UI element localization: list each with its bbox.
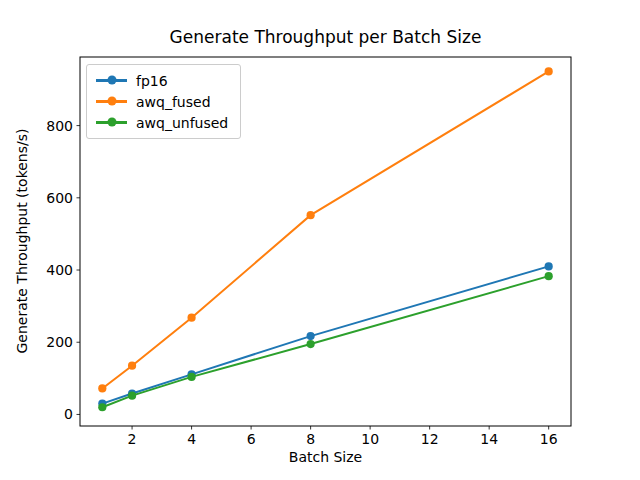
y-tick-label: 400 [46, 262, 73, 278]
x-tick-label: 16 [540, 431, 558, 447]
data-point-fp16 [545, 262, 553, 270]
x-tick-label: 6 [247, 431, 256, 447]
x-tick-label: 12 [421, 431, 439, 447]
y-tick-label: 0 [64, 406, 73, 422]
data-point-awq_unfused [98, 403, 106, 411]
y-tick-label: 600 [46, 190, 73, 206]
data-point-awq_fused [98, 384, 106, 392]
data-point-awq_fused [545, 67, 553, 75]
legend-item-awq_fused: awq_fused [96, 91, 228, 112]
legend-label: awq_fused [136, 95, 211, 109]
data-point-fp16 [307, 332, 315, 340]
legend-marker-icon [107, 118, 116, 127]
x-tick-label: 14 [480, 431, 498, 447]
legend: fp16 awq_fused awq_unfused [86, 64, 241, 139]
y-tick-label: 200 [46, 334, 73, 350]
series-line-awq_unfused [102, 276, 548, 407]
y-axis-label: Generate Throughput (tokens/s) [14, 129, 30, 354]
x-axis-label: Batch Size [80, 449, 571, 465]
legend-item-awq_unfused: awq_unfused [96, 112, 228, 133]
figure: 2 4 6 8 10 12 14 16 0 200 400 600 800 Generate Throu… [0, 0, 640, 480]
legend-line-sample-icon [96, 79, 127, 81]
data-point-awq_unfused [545, 272, 553, 280]
legend-label: awq_unfused [136, 116, 228, 130]
data-point-awq_unfused [307, 340, 315, 348]
data-point-awq_fused [307, 211, 315, 219]
x-tick-label: 8 [306, 431, 315, 447]
legend-marker-icon [107, 76, 116, 85]
x-tick-label: 2 [128, 431, 137, 447]
data-point-awq_fused [128, 362, 136, 370]
legend-item-fp16: fp16 [96, 70, 228, 91]
y-tick-label: 800 [46, 118, 73, 134]
chart-title: Generate Throughput per Batch Size [80, 27, 571, 47]
legend-line-sample-icon [96, 121, 127, 123]
data-point-awq_fused [187, 314, 195, 322]
data-point-awq_unfused [187, 373, 195, 381]
x-tick-label: 4 [187, 431, 196, 447]
legend-marker-icon [107, 97, 116, 106]
x-tick-label: 10 [361, 431, 379, 447]
legend-line-sample-icon [96, 100, 127, 102]
data-point-awq_unfused [128, 392, 136, 400]
legend-label: fp16 [136, 74, 168, 88]
